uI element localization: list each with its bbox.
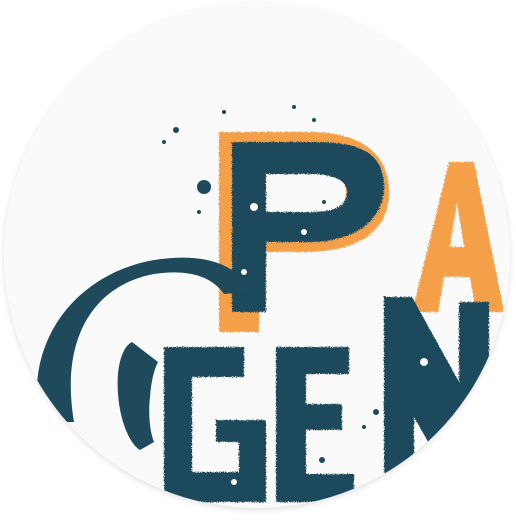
orange-letter-a — [412, 162, 504, 312]
ink-splatter — [137, 105, 379, 484]
phone-handset-icon — [117, 342, 158, 450]
logo-graphic — [36, 105, 504, 502]
navy-letter-n — [384, 297, 489, 502]
logo-avatar — [4, 2, 510, 508]
distress-texture — [200, 203, 477, 485]
navy-letter-g — [164, 347, 266, 502]
navy-letter-p — [232, 142, 384, 312]
navy-swoosh — [36, 257, 250, 422]
navy-letter-e — [276, 347, 354, 502]
